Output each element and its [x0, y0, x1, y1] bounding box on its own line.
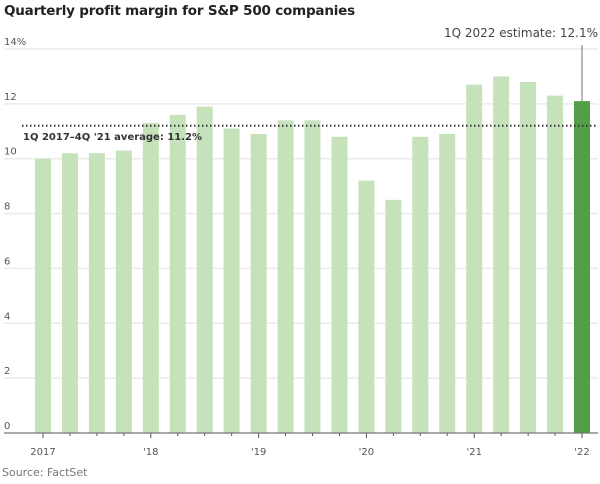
bar-1Q19	[250, 134, 267, 433]
bar-3Q18	[196, 106, 213, 433]
bar-4Q18	[223, 128, 240, 434]
bar-3Q20	[412, 136, 429, 433]
y-tick-label: 8	[4, 202, 10, 213]
y-tick-label: 2	[4, 366, 10, 377]
y-tick-label: 12	[4, 92, 17, 103]
source-note: Source: FactSet	[2, 466, 88, 479]
bar-2Q19	[277, 120, 294, 434]
y-tick-label: 0	[4, 421, 10, 432]
x-tick-label: '22	[574, 447, 589, 458]
bar-1Q18	[142, 123, 159, 434]
x-tick-label: '21	[466, 447, 481, 458]
y-tick-label: 6	[4, 256, 10, 267]
bar-1Q22	[574, 101, 590, 433]
bar-3Q21	[520, 81, 537, 434]
bar-3Q17	[88, 153, 105, 433]
average-label: 1Q 2017–4Q '21 average: 11.2%	[23, 132, 202, 143]
y-tick-label: 10	[4, 147, 17, 158]
bar-3Q19	[304, 120, 321, 434]
bar-2Q20	[385, 199, 402, 433]
bar-4Q21	[547, 95, 564, 433]
x-tick-label: '19	[251, 447, 266, 458]
estimate-annotation: 1Q 2022 estimate: 12.1%	[444, 26, 598, 40]
x-tick-label: '20	[359, 447, 374, 458]
bar-2Q18	[169, 114, 186, 433]
y-tick-label: 4	[4, 311, 10, 322]
x-tick-label: '18	[143, 447, 158, 458]
bar-4Q17	[115, 150, 132, 433]
bar-2Q21	[493, 76, 510, 433]
bar-4Q19	[331, 136, 348, 433]
bar-1Q17	[35, 158, 51, 433]
bar-1Q20	[358, 180, 375, 433]
chart-title: Quarterly profit margin for S&P 500 comp…	[4, 3, 355, 19]
bar-1Q21	[466, 84, 483, 434]
bar-4Q20	[439, 134, 456, 433]
x-tick-label: 2017	[30, 447, 55, 458]
y-tick-label: 14%	[4, 37, 26, 48]
bar-2Q17	[61, 153, 78, 433]
